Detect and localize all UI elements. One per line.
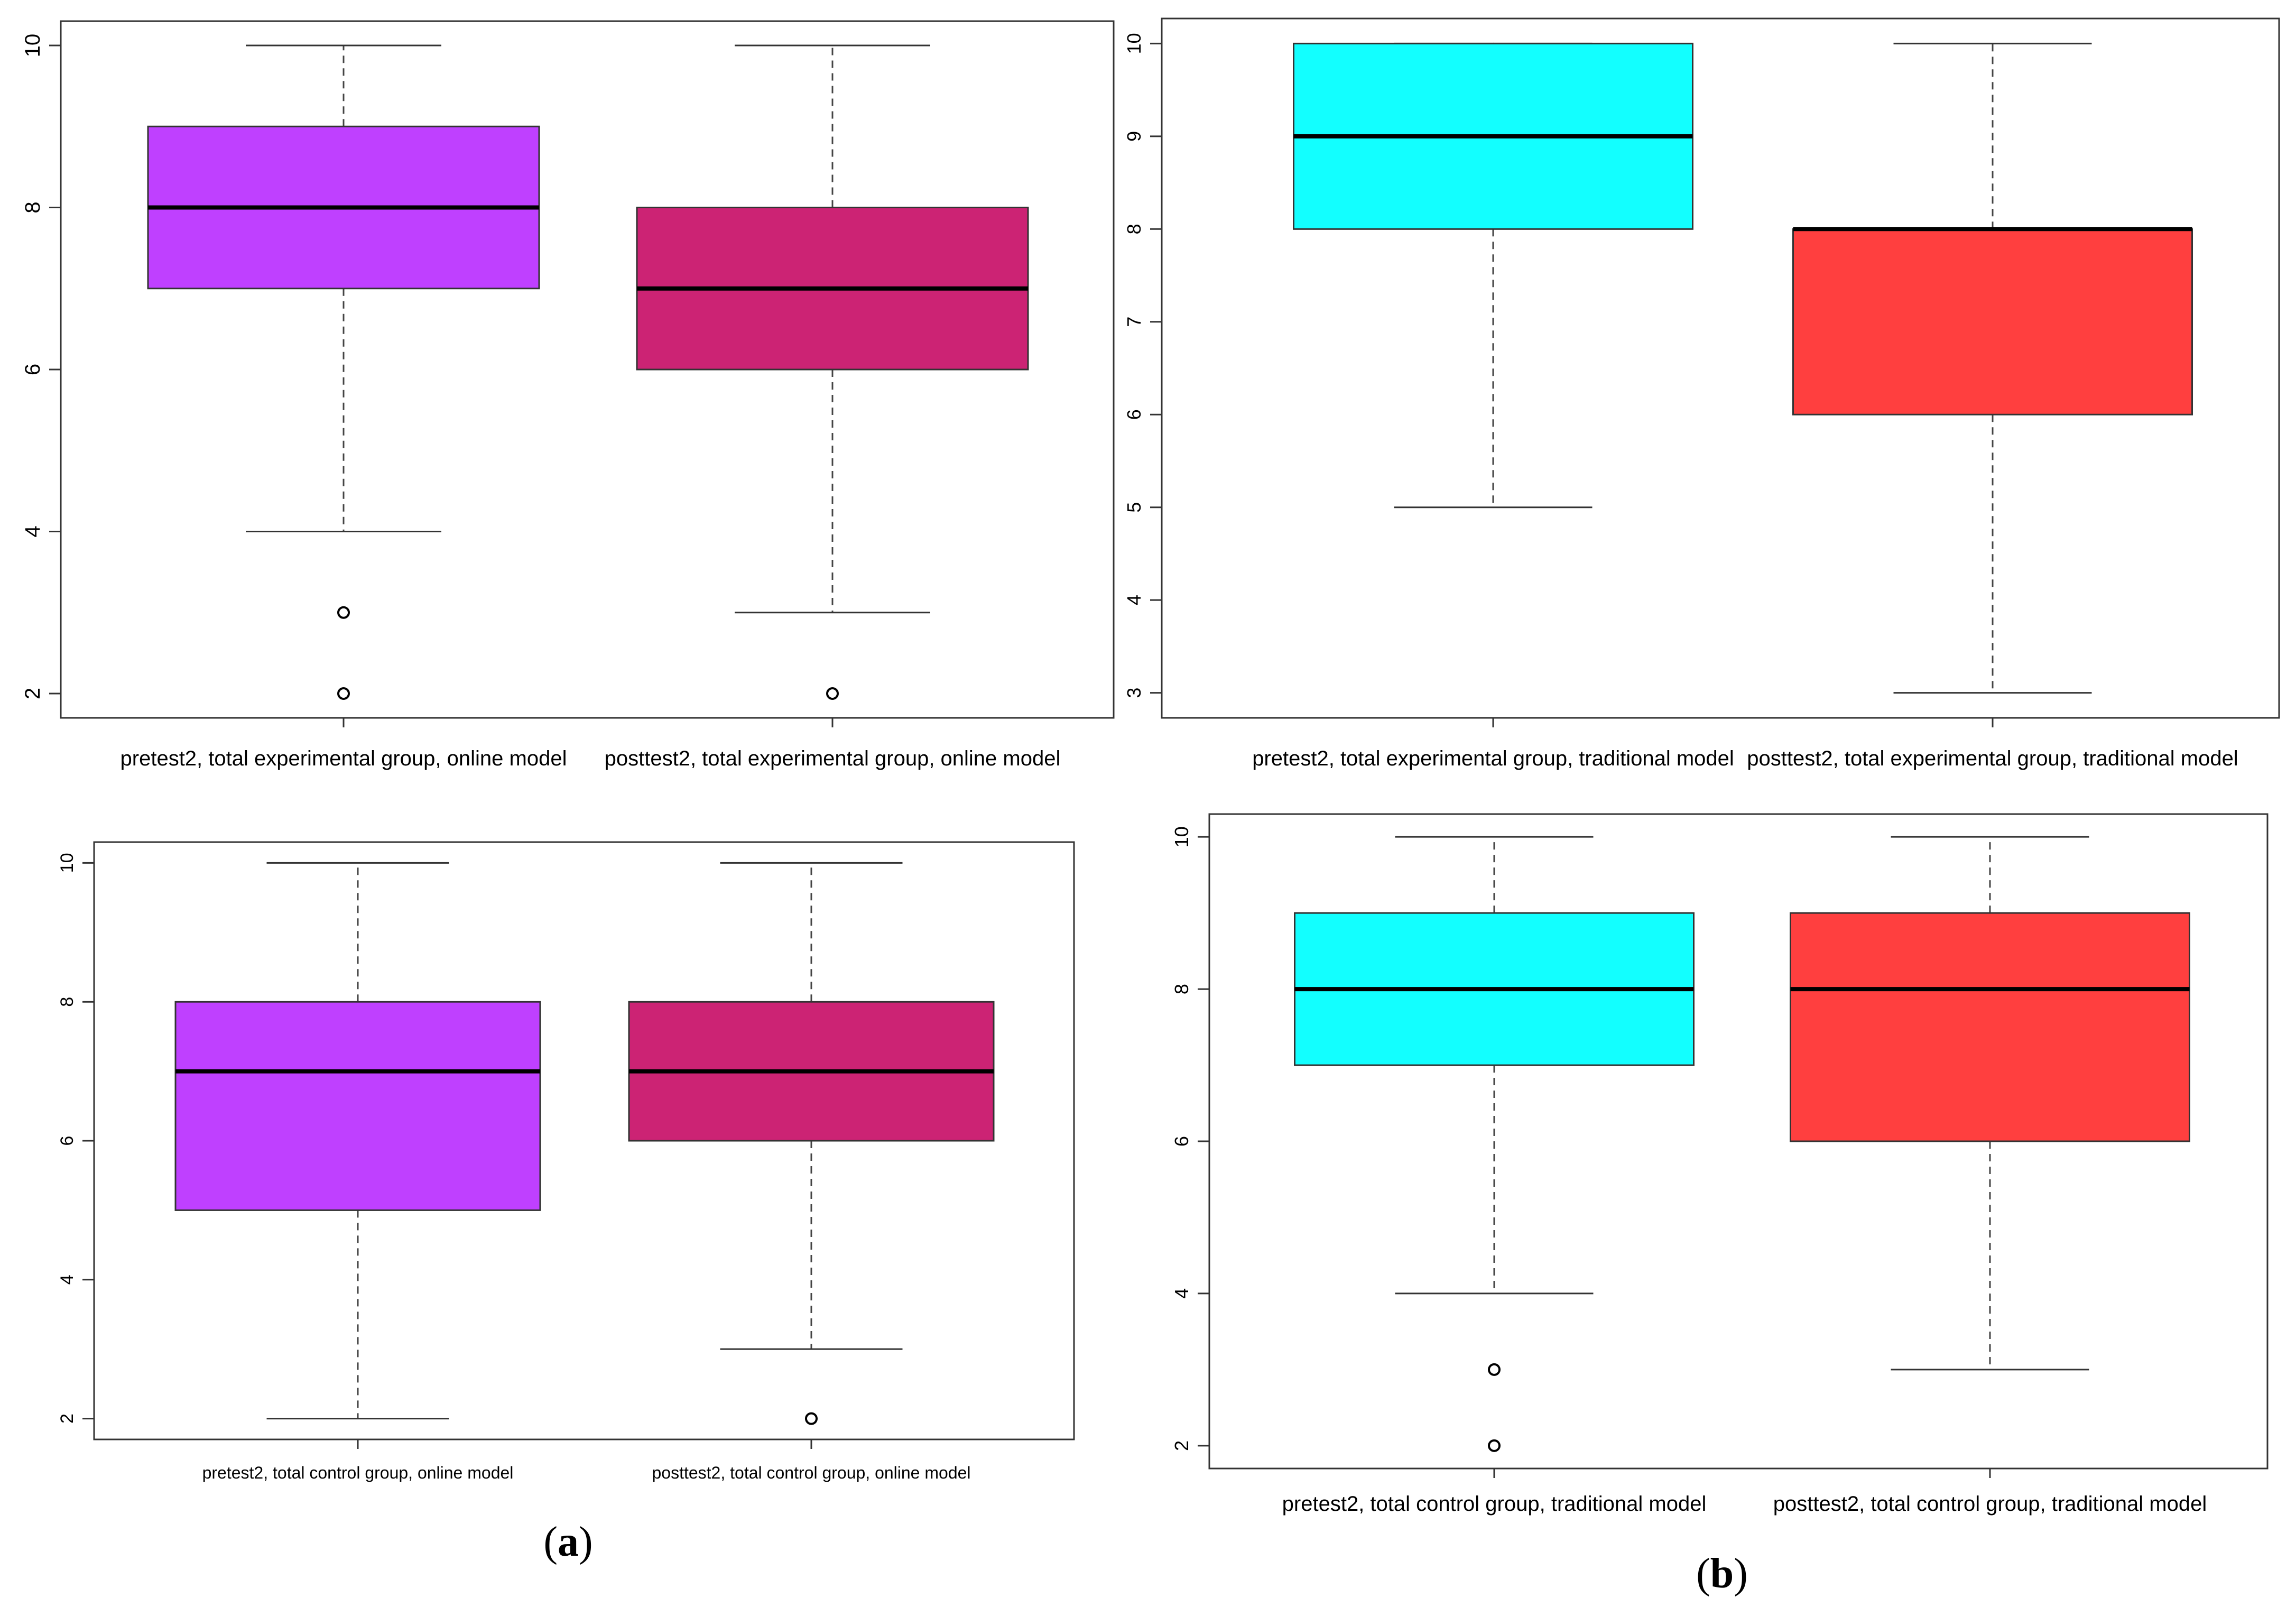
x-category-label: pretest2, total control group, online mo… [202, 1463, 514, 1482]
outlier-point [805, 1412, 818, 1425]
y-tick-label: 10 [1171, 826, 1192, 847]
x-category-label: posttest2, total experimental group, onl… [605, 747, 1061, 770]
y-tick-label: 10 [1123, 33, 1145, 54]
y-tick-label: 2 [57, 1414, 77, 1424]
y-tick-label: 3 [1123, 688, 1145, 698]
y-tick-label: 2 [1171, 1440, 1192, 1451]
outlier-point [1488, 1439, 1501, 1452]
y-tick-label: 9 [1123, 131, 1145, 142]
outlier-point [337, 606, 350, 619]
x-category-label: posttest2, total experimental group, tra… [1747, 747, 2238, 770]
outlier-point [826, 687, 839, 700]
chart-panel-top-left: 2 4 6 8 10 pretest2, total experimental group… [21, 20, 1115, 770]
y-tick-label: 10 [57, 853, 77, 873]
y-tick-label: 4 [21, 525, 44, 537]
x-category-label: posttest2, total control group, online m… [652, 1463, 970, 1482]
y-tick-label: 6 [1171, 1136, 1192, 1147]
chart-panel-top-right: 3 4 5 6 7 8 9 10 pretest2, total experimental gr… [1123, 17, 2280, 770]
x-category-label: pretest2, total experimental group, trad… [1252, 747, 1734, 770]
y-tick-label: 6 [1123, 409, 1145, 420]
iqr-box [1790, 912, 2190, 1142]
y-tick-label: 8 [1123, 224, 1145, 234]
y-tick-label: 8 [57, 997, 77, 1007]
y-tick-label: 5 [1123, 502, 1145, 513]
x-category-label: posttest2, total control group, traditio… [1773, 1492, 2207, 1516]
x-category-label: pretest2, total experimental group, onli… [121, 747, 567, 770]
y-tick-label: 8 [21, 201, 44, 213]
outlier-point [337, 687, 350, 700]
y-tick-label: 6 [57, 1136, 77, 1146]
outlier-point [1488, 1363, 1501, 1376]
y-tick-label: 8 [1171, 984, 1192, 994]
y-tick-label: 2 [21, 688, 44, 699]
y-tick-label: 4 [1123, 595, 1145, 605]
panel-label-b: (b) [1696, 1550, 1748, 1597]
iqr-box [174, 1001, 541, 1211]
y-tick-label: 4 [1171, 1288, 1192, 1299]
chart-panel-bottom-right: 2 4 6 8 10 pretest2, total control group, tra… [1171, 813, 2269, 1516]
chart-panel-bottom-left: 2 4 6 8 10 pretest2, total control group, onl… [57, 841, 1075, 1482]
x-category-label: pretest2, total control group, tradition… [1282, 1492, 1707, 1516]
y-tick-label: 4 [57, 1274, 77, 1285]
y-tick-label: 10 [21, 34, 44, 58]
panel-label-a: (a) [543, 1519, 592, 1565]
y-tick-label: 7 [1123, 317, 1145, 327]
y-tick-label: 6 [21, 364, 44, 375]
iqr-box [1792, 228, 2193, 415]
